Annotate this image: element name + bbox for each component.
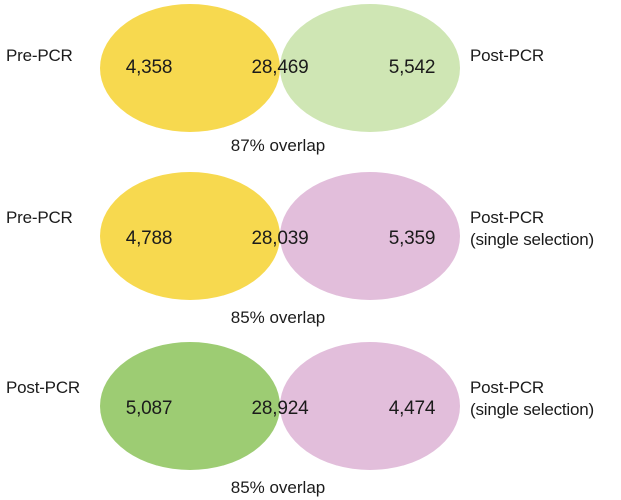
right-set-label: Post-PCR — [470, 378, 544, 397]
left-only-count: 4,358 — [125, 57, 173, 78]
left-set-ellipse — [100, 342, 280, 470]
left-only-count: 4,788 — [125, 228, 173, 249]
right-only-count: 5,542 — [388, 57, 436, 78]
right-set-label: Post-PCR — [470, 208, 544, 227]
left-only-count: 5,087 — [125, 398, 173, 419]
right-only-count: 5,359 — [388, 228, 436, 249]
left-set-ellipse — [100, 4, 280, 132]
left-set-label: Pre-PCR — [6, 46, 73, 65]
venn-shapes-1 — [100, 4, 460, 132]
left-set-label: Pre-PCR — [6, 208, 73, 227]
venn-diagram-2: Pre-PCR Post-PCR (single selection) 4,78… — [0, 168, 621, 328]
left-set-label: Post-PCR — [6, 378, 80, 397]
right-set-ellipse — [280, 342, 460, 470]
right-set-ellipse — [280, 4, 460, 132]
venn-diagram-1: Pre-PCR Post-PCR 4,358 28,469 5,542 87% … — [0, 0, 621, 160]
overlap-percentage: 85% overlap — [230, 478, 326, 497]
venn-shapes-3 — [100, 342, 460, 470]
overlap-percentage: 87% overlap — [230, 136, 326, 155]
right-set-sublabel: (single selection) — [470, 400, 594, 419]
left-set-ellipse — [100, 172, 280, 300]
shared-count: 28,039 — [251, 228, 309, 249]
venn-diagram-3: Post-PCR Post-PCR (single selection) 5,0… — [0, 338, 621, 498]
right-set-label: Post-PCR — [470, 46, 544, 65]
overlap-percentage: 85% overlap — [230, 308, 326, 327]
venn-shapes-2 — [100, 172, 460, 300]
right-set-sublabel: (single selection) — [470, 230, 594, 249]
shared-count: 28,924 — [251, 398, 309, 419]
right-set-ellipse — [280, 172, 460, 300]
shared-count: 28,469 — [251, 57, 309, 78]
right-only-count: 4,474 — [388, 398, 436, 419]
